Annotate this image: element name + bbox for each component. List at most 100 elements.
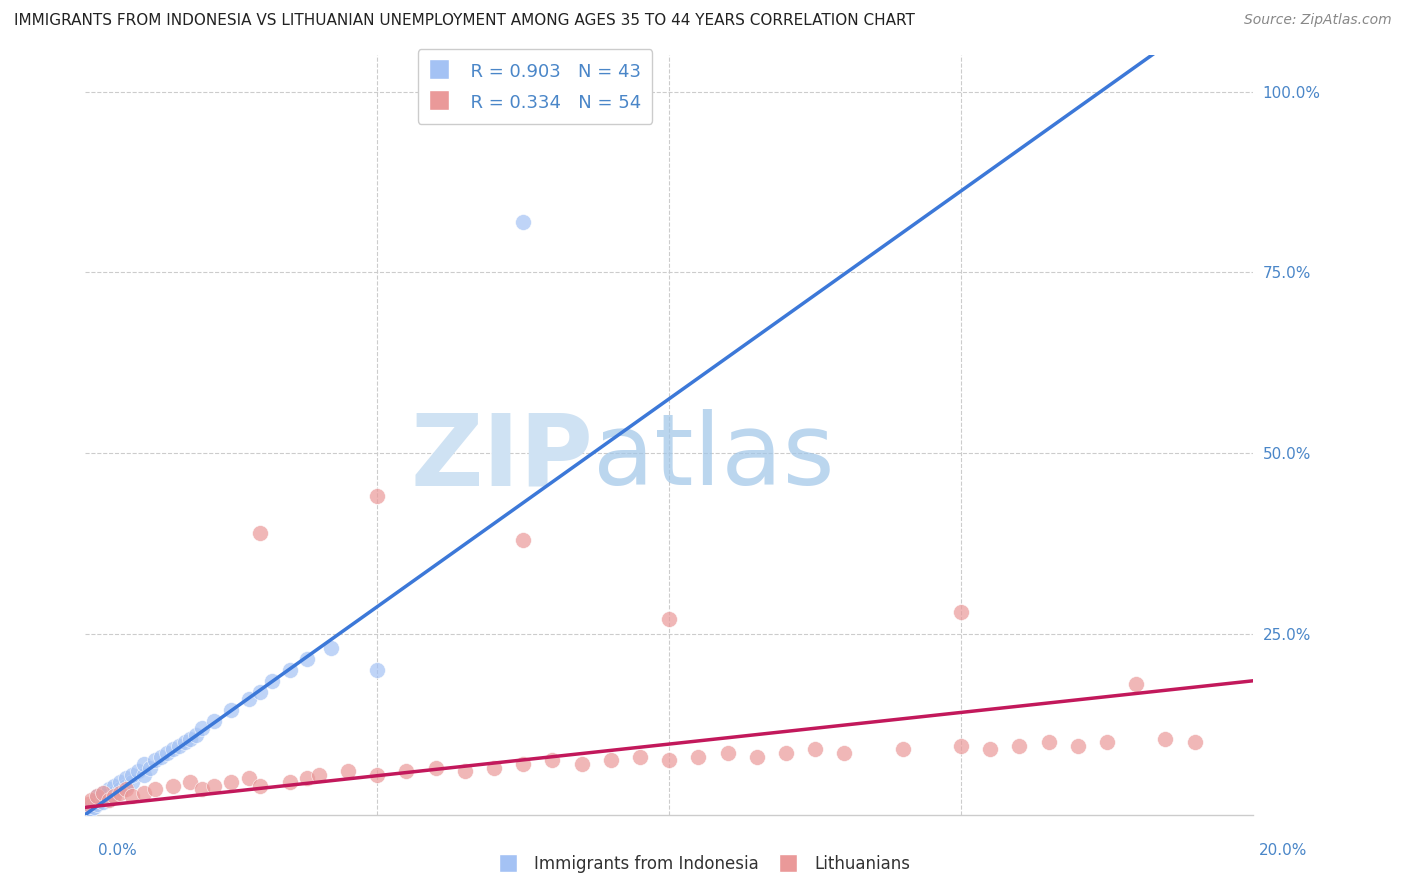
- Point: [115, 772, 138, 786]
- Point: [132, 786, 155, 800]
- Point: [162, 742, 184, 756]
- Point: [186, 728, 208, 742]
- Point: [91, 795, 114, 809]
- Point: [91, 786, 114, 800]
- Point: [97, 793, 120, 807]
- Point: [1038, 735, 1060, 749]
- Point: [103, 789, 125, 804]
- Point: [1067, 739, 1090, 753]
- Point: [262, 673, 284, 688]
- Point: [1095, 735, 1118, 749]
- Point: [658, 753, 681, 767]
- Point: [121, 775, 143, 789]
- Point: [249, 779, 271, 793]
- Point: [950, 605, 973, 619]
- Point: [80, 802, 103, 816]
- Point: [512, 533, 534, 547]
- Point: [716, 746, 738, 760]
- Point: [110, 786, 132, 800]
- Point: [162, 779, 184, 793]
- Point: [295, 652, 318, 666]
- Point: [167, 739, 190, 753]
- Point: [804, 742, 827, 756]
- Point: [97, 791, 120, 805]
- Point: [1184, 735, 1206, 749]
- Point: [103, 779, 125, 793]
- Point: [97, 782, 120, 797]
- Point: [482, 760, 505, 774]
- Point: [77, 797, 100, 811]
- Point: [249, 525, 271, 540]
- Point: [91, 789, 114, 804]
- Point: [238, 691, 260, 706]
- Point: [115, 782, 138, 797]
- Point: [295, 772, 318, 786]
- Point: [1154, 731, 1177, 746]
- Point: [103, 786, 125, 800]
- Point: [366, 663, 388, 677]
- Point: [891, 742, 914, 756]
- Point: [512, 215, 534, 229]
- Point: [191, 721, 214, 735]
- Point: [366, 768, 388, 782]
- Point: [127, 764, 149, 779]
- Point: [86, 797, 108, 811]
- Point: [77, 804, 100, 818]
- Point: [775, 746, 797, 760]
- Point: [512, 756, 534, 771]
- Point: [278, 775, 301, 789]
- Point: [219, 775, 242, 789]
- Point: [249, 684, 271, 698]
- Point: [143, 782, 166, 797]
- Point: [979, 742, 1001, 756]
- Point: [278, 663, 301, 677]
- Point: [86, 793, 108, 807]
- Point: [191, 782, 214, 797]
- Point: [132, 756, 155, 771]
- Text: Source: ZipAtlas.com: Source: ZipAtlas.com: [1244, 13, 1392, 28]
- Point: [86, 789, 108, 804]
- Point: [238, 772, 260, 786]
- Point: [80, 793, 103, 807]
- Point: [425, 760, 447, 774]
- Legend:   R = 0.903   N = 43,   R = 0.334   N = 54: R = 0.903 N = 43, R = 0.334 N = 54: [418, 49, 652, 124]
- Point: [110, 782, 132, 797]
- Text: IMMIGRANTS FROM INDONESIA VS LITHUANIAN UNEMPLOYMENT AMONG AGES 35 TO 44 YEARS C: IMMIGRANTS FROM INDONESIA VS LITHUANIAN …: [14, 13, 915, 29]
- Point: [179, 775, 201, 789]
- Point: [319, 641, 342, 656]
- Point: [745, 749, 768, 764]
- Text: atlas: atlas: [593, 409, 835, 507]
- Point: [599, 753, 621, 767]
- Point: [571, 756, 593, 771]
- Point: [366, 490, 388, 504]
- Point: [658, 612, 681, 626]
- Text: 20.0%: 20.0%: [1260, 843, 1308, 858]
- Point: [156, 746, 179, 760]
- Point: [110, 775, 132, 789]
- Point: [173, 735, 195, 749]
- Point: [832, 746, 855, 760]
- Point: [219, 703, 242, 717]
- Point: [950, 739, 973, 753]
- Point: [91, 786, 114, 800]
- Point: [337, 764, 360, 779]
- Point: [628, 749, 651, 764]
- Point: [132, 768, 155, 782]
- Point: [121, 789, 143, 804]
- Text: 0.0%: 0.0%: [98, 843, 138, 858]
- Point: [121, 768, 143, 782]
- Point: [202, 779, 225, 793]
- Text: ZIP: ZIP: [411, 409, 593, 507]
- Point: [308, 768, 330, 782]
- Point: [150, 749, 173, 764]
- Point: [80, 798, 103, 813]
- Point: [1008, 739, 1031, 753]
- Point: [541, 753, 564, 767]
- Point: [143, 753, 166, 767]
- Point: [395, 764, 418, 779]
- Point: [454, 764, 477, 779]
- Legend: Immigrants from Indonesia, Lithuanians: Immigrants from Indonesia, Lithuanians: [489, 848, 917, 880]
- Point: [138, 760, 160, 774]
- Point: [115, 779, 138, 793]
- Point: [202, 714, 225, 728]
